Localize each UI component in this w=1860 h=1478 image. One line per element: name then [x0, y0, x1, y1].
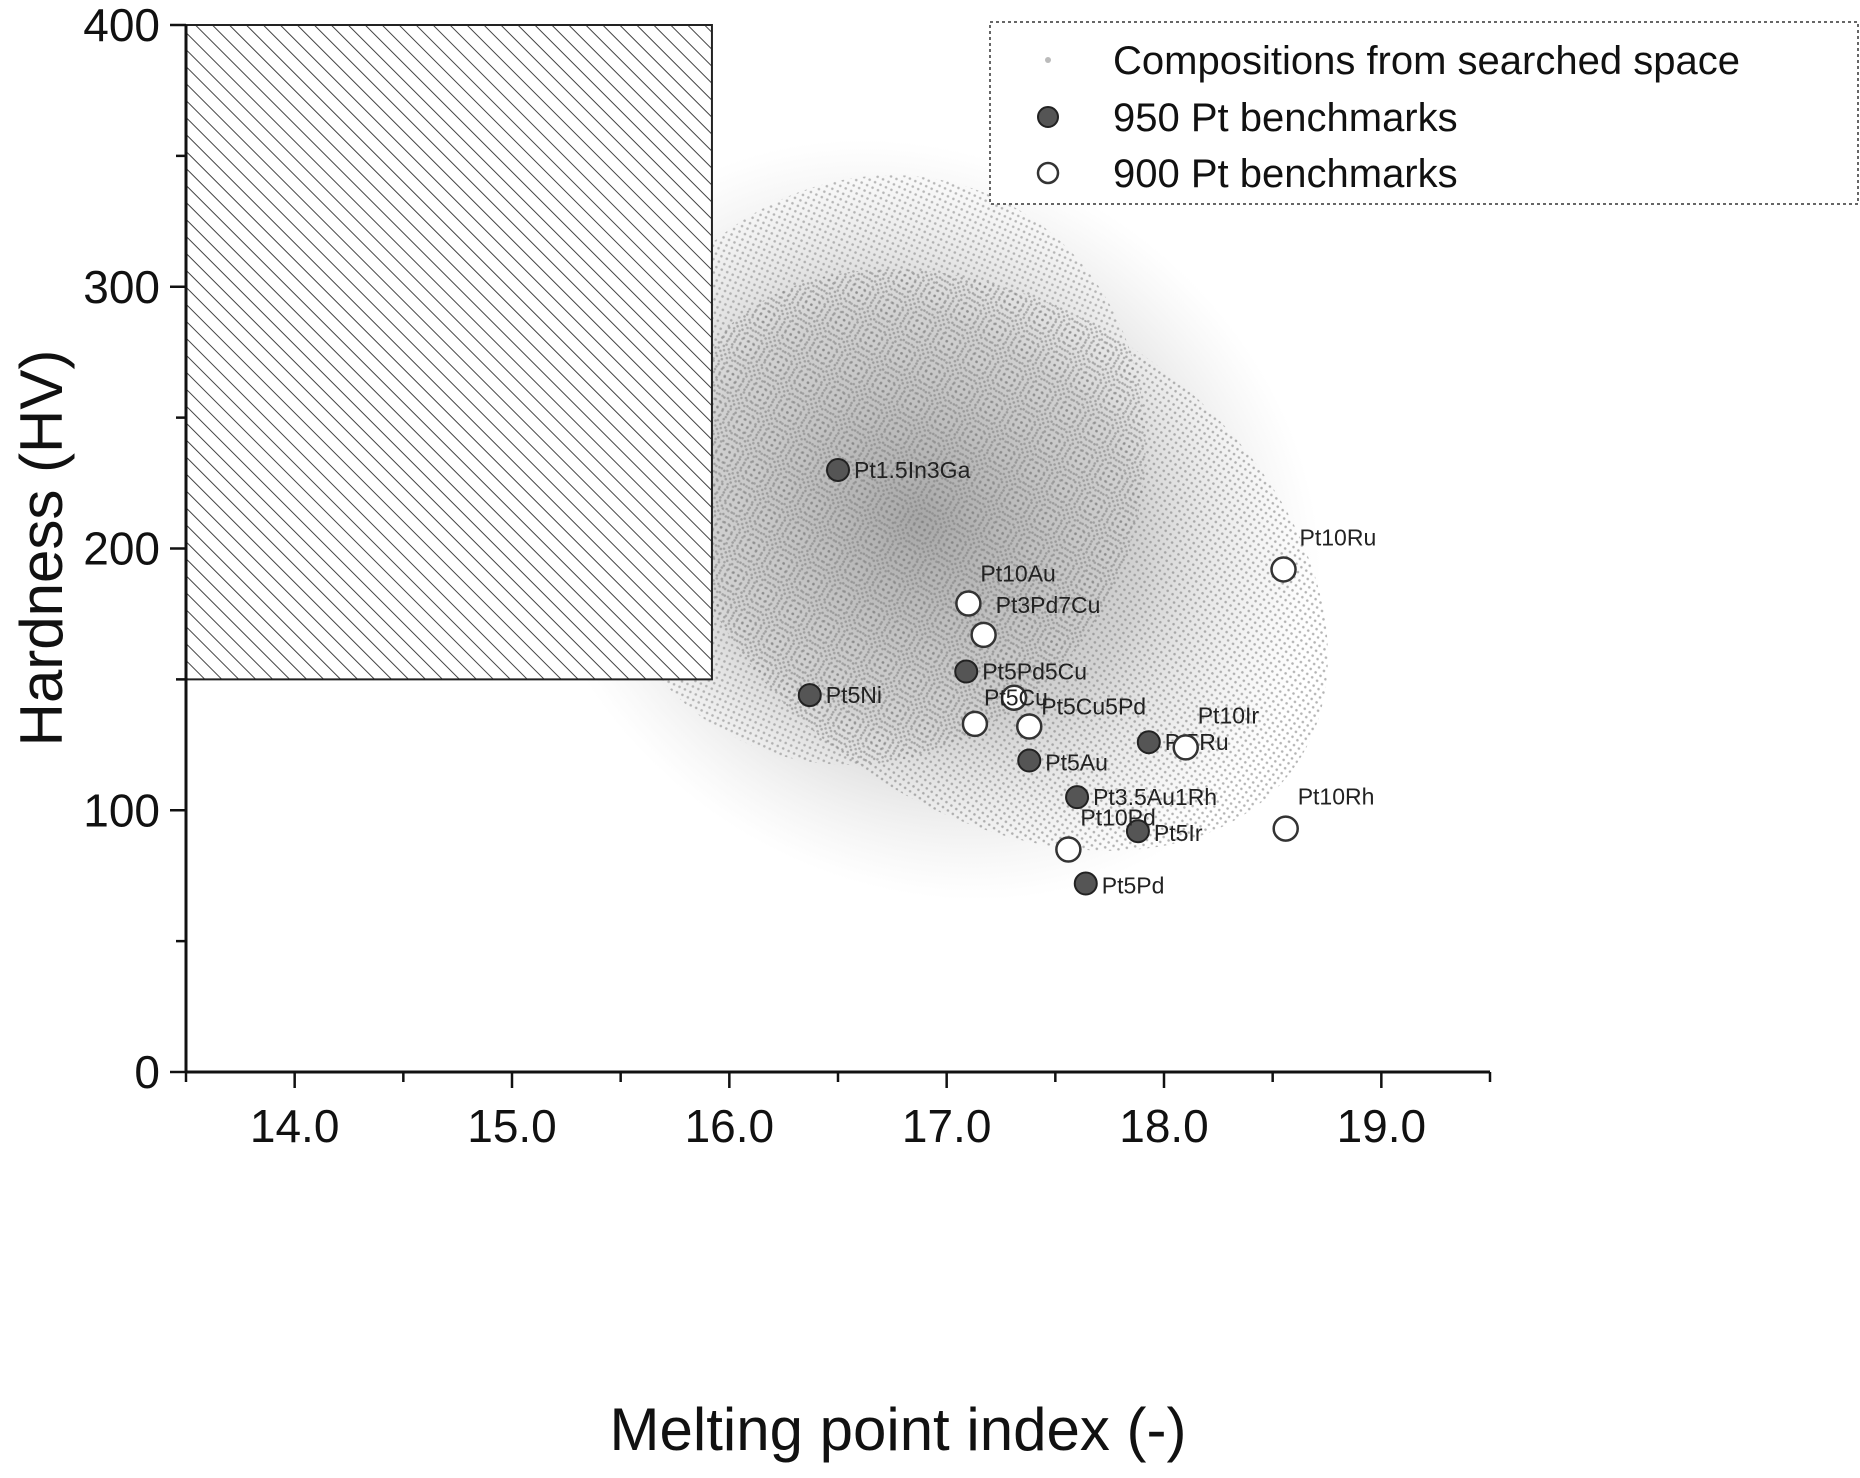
y-tick-label: 0: [134, 1046, 160, 1098]
legend-entry: 900 Pt benchmarks: [1113, 152, 1458, 196]
benchmark-900-point: [972, 623, 996, 647]
benchmark-900-point: [963, 712, 987, 736]
legend-marker-950: [1038, 107, 1058, 127]
benchmark-950-point: [1138, 731, 1160, 753]
legend-entry: 950 Pt benchmarks: [1113, 96, 1458, 140]
benchmark-950-point: [1075, 873, 1097, 895]
point-label: Pt5Au: [1045, 750, 1108, 776]
point-label: Pt5Cu: [984, 685, 1048, 711]
legend-entry: Compositions from searched space: [1113, 39, 1740, 83]
benchmark-900-point: [956, 591, 980, 615]
point-label: Pt1.5In3Ga: [854, 457, 971, 483]
benchmark-950-point: [827, 459, 849, 481]
x-tick-label: 19.0: [1337, 1100, 1427, 1152]
benchmark-900-point: [1056, 838, 1080, 862]
point-label: Pt5Ir: [1154, 820, 1203, 846]
point-label: Pt5Pd5Cu: [982, 659, 1087, 685]
benchmark-950-point: [1018, 750, 1040, 772]
legend: Compositions from searched space 950 Pt b…: [990, 22, 1858, 204]
point-label: Pt10Pd: [1080, 805, 1155, 831]
x-tick-label: 16.0: [685, 1100, 775, 1152]
benchmark-900-point: [1017, 714, 1041, 738]
point-label: Pt5Cu5Pd: [1041, 693, 1146, 719]
benchmark-900-point: [1272, 557, 1296, 581]
x-tick-label: 18.0: [1119, 1100, 1209, 1152]
point-label: Pt3Pd7Cu: [996, 592, 1101, 618]
y-tick-label: 200: [83, 523, 160, 575]
benchmark-950-point: [955, 661, 977, 683]
x-tick-label: 15.0: [467, 1100, 557, 1152]
point-label: Pt10Ir: [1198, 702, 1260, 728]
legend-marker-900: [1038, 163, 1058, 183]
benchmark-900-point: [1174, 735, 1198, 759]
y-tick-label: 300: [83, 261, 160, 313]
y-axis-title: Hardness (HV): [8, 350, 75, 747]
target-region: [186, 25, 712, 679]
benchmark-900-point: [1274, 817, 1298, 841]
benchmark-950-point: [799, 684, 821, 706]
legend-marker-searched: [1045, 57, 1051, 63]
point-label: Pt10Rh: [1298, 784, 1375, 810]
point-label: Pt5Ni: [826, 682, 882, 708]
y-tick-label: 400: [83, 0, 160, 51]
y-tick-label: 100: [83, 784, 160, 836]
point-label: Pt10Au: [980, 560, 1055, 586]
point-label: Pt10Ru: [1300, 524, 1377, 550]
chart-root: 0 100 200 300 400 14.0 15.0 16.0 17.0 18.0 19.0 Mel…: [0, 0, 1860, 1478]
x-axis-title: Melting point index (-): [610, 1396, 1187, 1463]
x-tick-label: 14.0: [250, 1100, 340, 1152]
point-label: Pt5Pd: [1102, 873, 1165, 899]
x-tick-label: 17.0: [902, 1100, 992, 1152]
scatter-chart: 0 100 200 300 400 14.0 15.0 16.0 17.0 18.0 19.0 Mel…: [0, 0, 1860, 1478]
